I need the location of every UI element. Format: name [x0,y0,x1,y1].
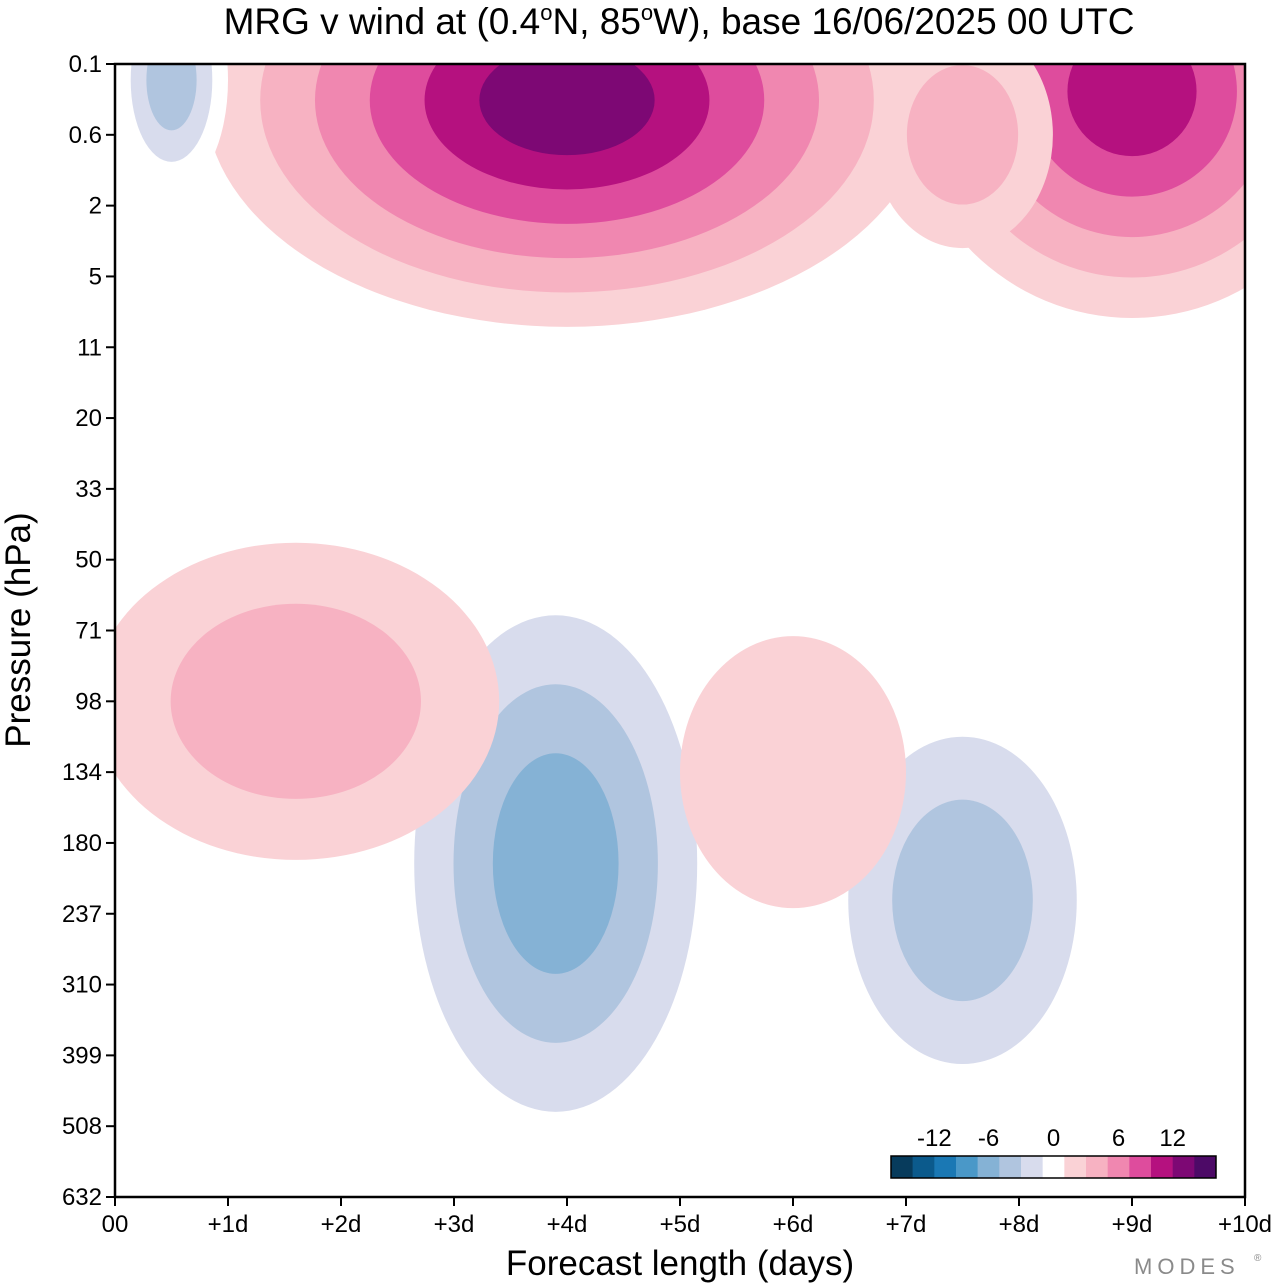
y-tick-label: 508 [62,1113,102,1140]
contour-band [170,603,421,799]
x-tick-label: +5d [660,1211,701,1238]
colorbar-swatch [956,1156,978,1178]
x-tick-label: +7d [886,1211,927,1238]
y-tick-label: 0.1 [69,51,102,78]
y-tick-label: 50 [75,547,102,574]
y-tick-label: 237 [62,901,102,928]
y-tick-label: 0.6 [69,122,102,149]
y-axis-label: Pressure (hPa) [0,512,38,747]
y-tick-label: 2 [89,193,102,220]
colorbar-label: 0 [1047,1125,1060,1152]
colorbar-swatch [999,1156,1022,1178]
y-tick-label: 20 [75,405,102,432]
y-tick-label: 134 [62,759,102,786]
colorbar-swatch [1129,1156,1152,1178]
colorbar-swatch [912,1156,935,1178]
brand-registered-mark: ® [1254,1253,1262,1264]
contour-band [479,64,655,156]
x-tick-label: +8d [999,1211,1040,1238]
contour-band [492,753,619,974]
chart-title: MRG v wind at (0.4oN, 85oW), base 16/06/… [224,0,1135,42]
colorbar-frame [890,1155,1217,1179]
x-tick-label: +2d [321,1211,362,1238]
brand-logo: MODES [1134,1254,1240,1279]
colorbar: -12 -6 0 6 12 [890,1125,1217,1179]
x-tick-label: +1d [208,1211,249,1238]
colorbar-label: -6 [978,1125,999,1152]
x-tick-label: +3d [434,1211,475,1238]
colorbar-swatch [934,1156,957,1178]
contour-band [680,636,906,909]
contour-band [1067,64,1197,157]
contour-band [146,64,197,131]
colorbar-swatch [891,1156,913,1178]
wind-field [115,64,1245,1181]
contour-band [892,799,1033,1002]
colorbar-swatch [1042,1156,1065,1178]
y-tick-label: 180 [62,830,102,857]
y-tick-label: 399 [62,1042,102,1069]
x-axis-label: Forecast length (days) [506,1244,854,1283]
colorbar-swatch [1194,1156,1217,1178]
x-tick-label: +4d [547,1211,588,1238]
colorbar-swatch [1107,1156,1130,1178]
colorbar-swatch [1172,1156,1195,1178]
x-tick-label: +10d [1218,1211,1272,1238]
y-tick-label: 11 [77,334,102,361]
y-axis: 0.1 0.6 2 5 11 20 33 50 71 98 134 180 237 310 399 508 63… [62,51,115,1211]
y-tick-label: 632 [62,1184,102,1211]
y-tick-label: 310 [62,972,102,999]
y-tick-label: 71 [75,618,102,645]
colorbar-label: 12 [1159,1125,1186,1152]
colorbar-swatch [1086,1156,1108,1178]
x-axis: 00 +1d +2d +3d +4d +5d +6d +7d +8d +9d +10d [102,1197,1272,1238]
x-tick-label: 00 [102,1211,129,1238]
x-tick-label: +9d [1112,1211,1153,1238]
colorbar-swatch [1064,1156,1087,1178]
y-tick-label: 5 [89,263,102,290]
colorbar-label: -12 [917,1125,952,1152]
colorbar-swatch [1151,1156,1173,1178]
colorbar-swatch [1021,1156,1043,1178]
colorbar-label: 6 [1112,1125,1125,1152]
x-tick-label: +6d [773,1211,814,1238]
colorbar-swatch [977,1156,1000,1178]
y-tick-label: 98 [75,688,102,715]
contour-band [906,65,1019,205]
y-tick-label: 33 [75,476,102,503]
